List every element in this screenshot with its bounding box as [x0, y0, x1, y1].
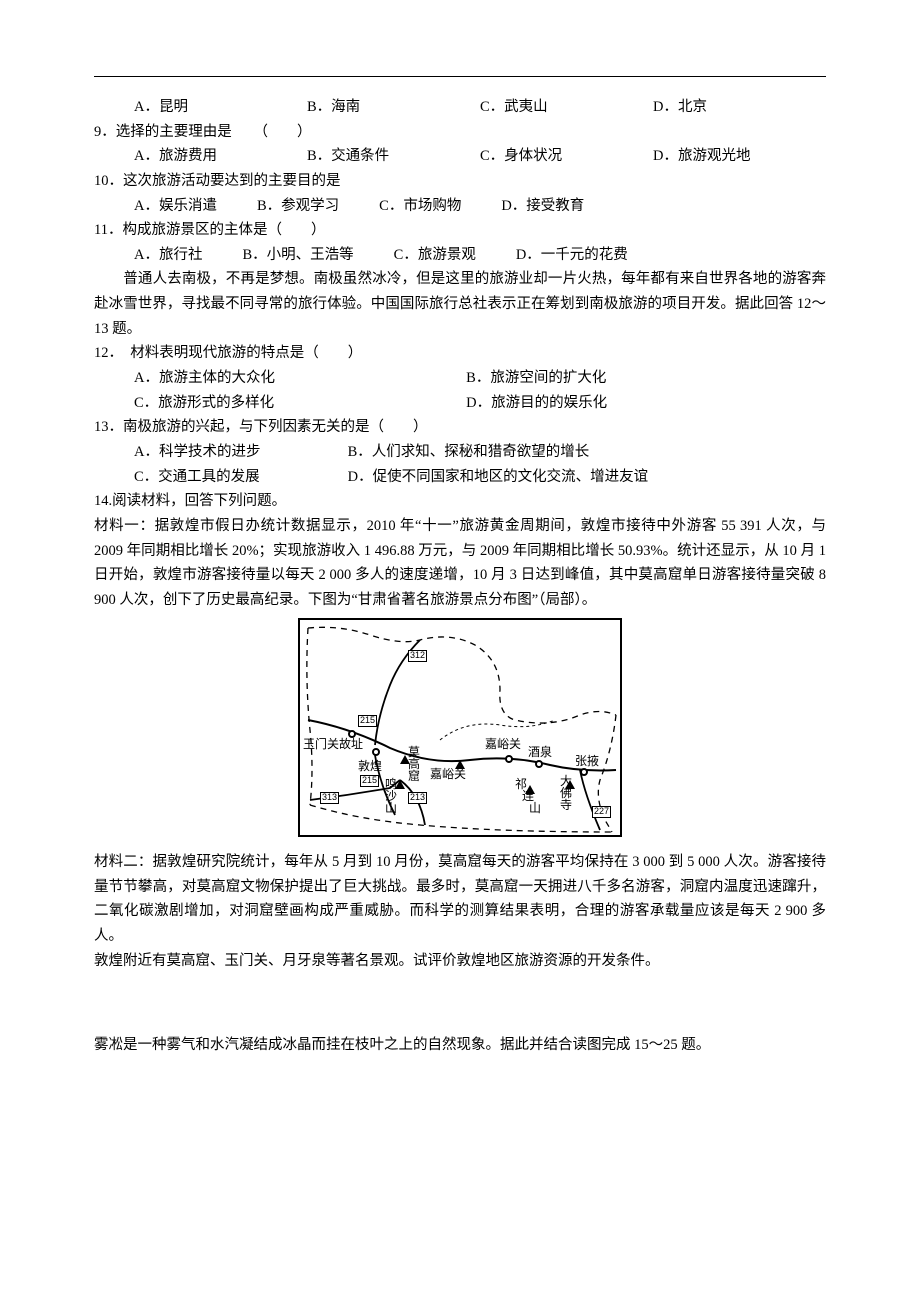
q9-options: A．旅游费用 B．交通条件 C．身体状况 D．旅游观光地: [94, 144, 826, 169]
rd-227: 227: [592, 806, 611, 818]
q12-options-row2: C．旅游形式的多样化 D．旅游目的的娱乐化: [94, 391, 826, 416]
q12-options-row1: A．旅游主体的大众化 B．旅游空间的扩大化: [94, 366, 826, 391]
q13-stem: 13．南极旅游的兴起，与下列因素无关的是（ ）: [94, 415, 826, 440]
rd-313: 313: [320, 792, 339, 804]
rd-213: 213: [408, 792, 427, 804]
q8-options: A．昆明 B．海南 C．武夷山 D．北京: [94, 95, 826, 120]
rd-215b: 215: [360, 775, 379, 787]
material-2: 材料二：据敦煌研究院统计，每年从 5 月到 10 月份，莫高窟每天的游客平均保持…: [94, 850, 826, 949]
opt-a: A．娱乐消遣: [134, 194, 217, 219]
top-rule: [94, 76, 826, 77]
opt-d: D．旅游目的的娱乐化: [466, 391, 798, 416]
q12-stem: 12． 材料表明现代旅游的特点是（ ）: [94, 341, 826, 366]
q13-options-row1: A．科学技术的进步 B．人们求知、探秘和猎奇欲望的增长: [94, 440, 826, 465]
lbl-dafosi3: 寺: [560, 799, 572, 811]
opt-a: A．旅游费用: [134, 144, 307, 169]
rd-215a: 215: [358, 715, 377, 727]
q10-stem: 10．这次旅游活动要达到的主要目的是: [94, 169, 826, 194]
border-north: [308, 628, 616, 724]
lbl-jiayuguan-city: 嘉峪关: [485, 738, 521, 750]
lbl-jiuquan: 酒泉: [528, 746, 552, 758]
opt-c: C．市场购物: [379, 194, 461, 219]
lbl-zhangye: 张掖: [575, 755, 599, 767]
border-west: [307, 628, 312, 805]
q14-task: 敦煌附近有莫高窟、玉门关、月牙泉等著名景观。试评价敦煌地区旅游资源的开发条件。: [94, 949, 826, 974]
passage-antarctic: 普通人去南极，不再是梦想。南极虽然冰冷，但是这里的旅游业却一片火热，每年都有来自…: [94, 267, 826, 341]
gansu-map: 玉门关故址 敦煌 莫 高 窟 鸣 沙 山 嘉峪关 嘉峪关 酒泉 张掖 祁 连 山…: [298, 618, 622, 837]
opt-c: C．武夷山: [480, 95, 653, 120]
opt-b: B．交通条件: [307, 144, 480, 169]
q11-options: A．旅行社 B．小明、王浩等 C．旅游景观 D．一千元的花费: [94, 243, 826, 268]
opt-b: B．参观学习: [257, 194, 339, 219]
passage-wusong: 雾凇是一种雾气和水汽凝结成冰晶而挂在枝叶之上的自然现象。据此并结合读图完成 15…: [94, 1033, 826, 1058]
lbl-mogao3: 窟: [408, 770, 420, 782]
map-figure: 玉门关故址 敦煌 莫 高 窟 鸣 沙 山 嘉峪关 嘉峪关 酒泉 张掖 祁 连 山…: [94, 618, 826, 846]
opt-d: D．接受教育: [501, 194, 584, 219]
opt-c: C．身体状况: [480, 144, 653, 169]
opt-a: A．旅行社: [134, 243, 202, 268]
lbl-mingsha3: 山: [385, 802, 397, 814]
opt-d: D．旅游观光地: [653, 144, 826, 169]
q13-options-row2: C．交通工具的发展 D．促使不同国家和地区的文化交流、增进友谊: [94, 465, 826, 490]
opt-a: A．昆明: [134, 95, 307, 120]
opt-b: B．小明、王浩等: [242, 243, 353, 268]
opt-a: A．科学技术的进步: [134, 440, 344, 465]
lbl-qilian3: 山: [529, 802, 541, 814]
lbl-jiayuguan-pass: 嘉峪关: [430, 768, 466, 780]
opt-b: B．人们求知、探秘和猎奇欲望的增长: [348, 444, 590, 460]
opt-d: D．北京: [653, 95, 826, 120]
opt-c: C．旅游形式的多样化: [134, 391, 466, 416]
opt-a: A．旅游主体的大众化: [134, 366, 466, 391]
q9-stem: 9．选择的主要理由是 （ ）: [94, 120, 826, 145]
road-227: [580, 770, 600, 830]
q14-stem: 14.阅读材料，回答下列问题。: [94, 489, 826, 514]
answer-space: [94, 973, 826, 1033]
opt-d: D．促使不同国家和地区的文化交流、增进友谊: [348, 469, 648, 485]
opt-b: B．旅游空间的扩大化: [466, 366, 798, 391]
q10-options: A．娱乐消遣 B．参观学习 C．市场购物 D．接受教育: [94, 194, 826, 219]
q11-stem: 11．构成旅游景区的主体是（ ）: [94, 218, 826, 243]
opt-c: C．旅游景观: [394, 243, 476, 268]
lbl-yumenguan: 玉门关故址: [303, 738, 363, 750]
rd-312: 312: [408, 650, 427, 662]
page-body: A．昆明 B．海南 C．武夷山 D．北京 9．选择的主要理由是 （ ） A．旅游…: [0, 0, 920, 1118]
opt-c: C．交通工具的发展: [134, 465, 344, 490]
material-1: 材料一：据敦煌市假日办统计数据显示，2010 年“十一”旅游黄金周期间，敦煌市接…: [94, 514, 826, 613]
opt-d: D．一千元的花费: [516, 243, 628, 268]
opt-b: B．海南: [307, 95, 480, 120]
lbl-dunhuang: 敦煌: [358, 760, 382, 772]
